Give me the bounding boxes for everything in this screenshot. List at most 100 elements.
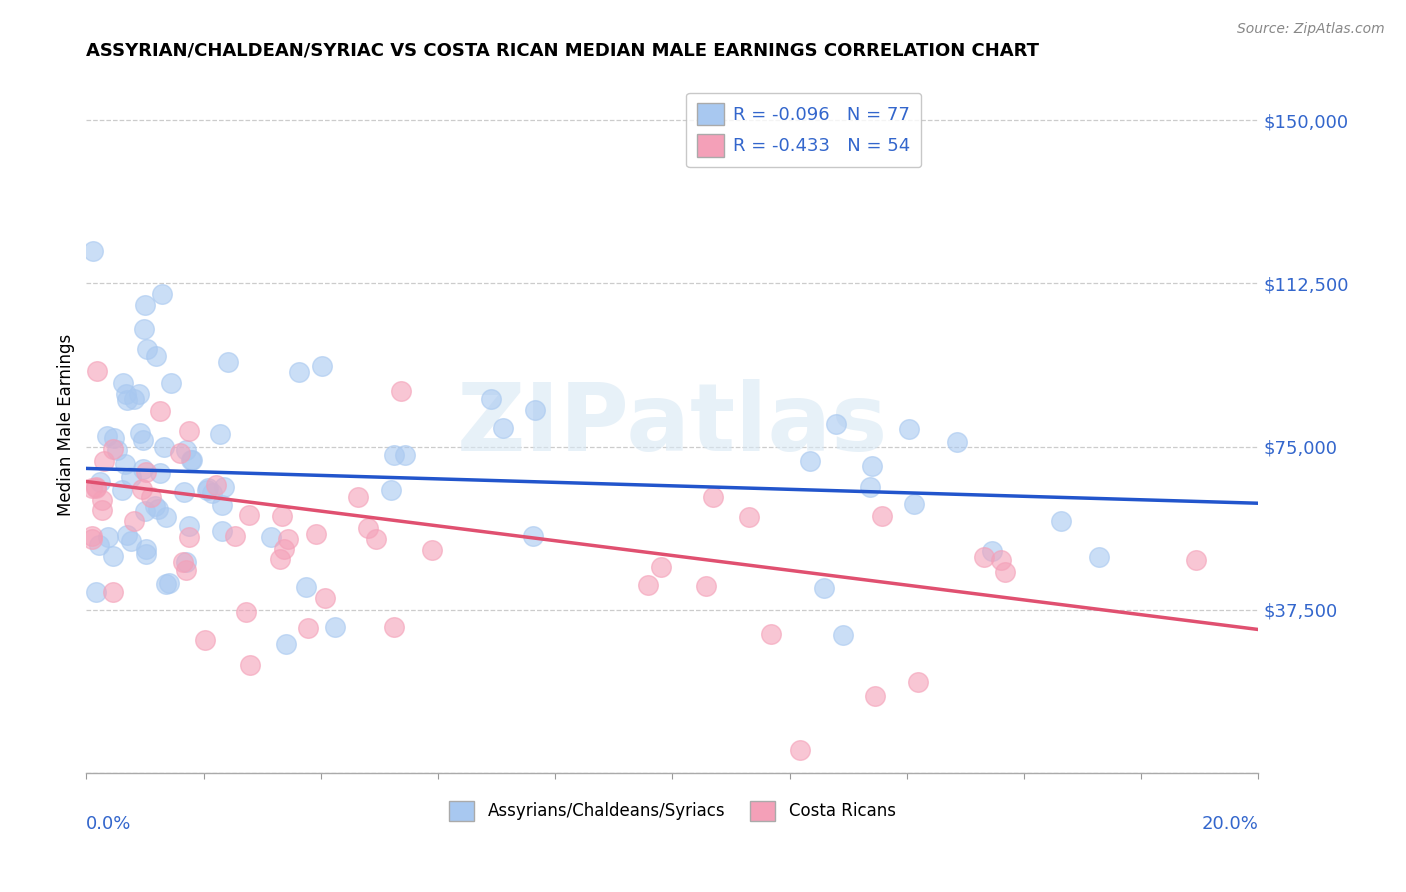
Point (134, 298, 156, 312)
Text: 20.0%: 20.0% (1202, 815, 1258, 833)
Point (737, 509, 759, 524)
Point (990, 553, 1012, 567)
Text: 0.0%: 0.0% (86, 815, 132, 833)
Point (114, 387, 136, 401)
Point (135, 548, 157, 562)
Point (789, 743, 811, 757)
Point (120, 534, 142, 549)
Point (131, 482, 153, 496)
Point (945, 435, 967, 450)
Point (195, 483, 218, 497)
Point (212, 480, 235, 494)
Point (311, 359, 333, 373)
Point (111, 376, 134, 390)
Point (981, 544, 1004, 558)
Point (135, 465, 157, 479)
Point (523, 402, 546, 417)
Point (813, 582, 835, 596)
Point (136, 342, 159, 356)
Point (994, 566, 1017, 580)
Point (274, 637, 297, 651)
Point (103, 585, 125, 599)
Y-axis label: Median Male Earnings: Median Male Earnings (58, 334, 75, 516)
Point (522, 529, 544, 543)
Point (179, 519, 201, 533)
Point (115, 392, 138, 407)
Point (759, 626, 782, 640)
Point (93, 454, 115, 468)
Point (135, 541, 157, 556)
Point (973, 549, 995, 564)
Point (217, 355, 239, 369)
Point (380, 483, 402, 497)
Point (860, 458, 883, 473)
Point (90, 502, 112, 516)
Point (211, 524, 233, 539)
Point (89, 538, 111, 552)
Point (201, 486, 224, 500)
Point (389, 384, 412, 399)
Point (169, 445, 191, 459)
Point (695, 579, 717, 593)
Point (96, 530, 118, 544)
Point (89, 475, 111, 489)
Point (824, 417, 846, 431)
Point (176, 564, 198, 578)
Point (492, 421, 515, 435)
Point (1185, 553, 1208, 567)
Point (105, 442, 128, 457)
Point (101, 442, 124, 457)
Point (197, 482, 219, 496)
Point (84, 481, 107, 495)
Point (155, 577, 177, 591)
Point (238, 508, 260, 522)
Point (481, 392, 503, 406)
Point (91, 492, 114, 507)
Point (832, 628, 855, 642)
Point (155, 509, 177, 524)
Point (194, 633, 217, 648)
Point (173, 485, 195, 500)
Point (149, 466, 172, 480)
Point (347, 490, 370, 504)
Point (132, 433, 155, 447)
Point (1050, 515, 1073, 529)
Point (146, 502, 169, 516)
Point (271, 509, 294, 524)
Point (859, 480, 882, 494)
Point (394, 448, 416, 462)
Point (177, 425, 200, 439)
Point (422, 542, 444, 557)
Point (287, 366, 309, 380)
Point (96, 428, 118, 442)
Point (260, 530, 283, 544)
Point (382, 448, 405, 462)
Point (160, 376, 183, 390)
Point (898, 422, 921, 436)
Point (145, 349, 167, 363)
Point (82, 244, 104, 258)
Point (82, 529, 104, 543)
Point (150, 287, 173, 301)
Point (235, 606, 257, 620)
Point (134, 322, 156, 336)
Point (366, 533, 388, 547)
Point (180, 453, 202, 467)
Point (132, 462, 155, 476)
Point (152, 440, 174, 454)
Text: Source: ZipAtlas.com: Source: ZipAtlas.com (1237, 22, 1385, 37)
Point (149, 404, 172, 418)
Text: ZIPatlas: ZIPatlas (457, 379, 889, 471)
Point (114, 457, 136, 471)
Point (863, 689, 886, 703)
Point (269, 551, 291, 566)
Point (907, 674, 929, 689)
Point (128, 425, 150, 440)
Point (209, 426, 232, 441)
Point (799, 454, 821, 468)
Point (297, 621, 319, 635)
Point (1088, 550, 1111, 565)
Point (903, 497, 925, 511)
Point (172, 555, 194, 569)
Legend: Assyrians/Chaldeans/Syriacs, Costa Ricans: Assyrians/Chaldeans/Syriacs, Costa Rican… (443, 794, 903, 828)
